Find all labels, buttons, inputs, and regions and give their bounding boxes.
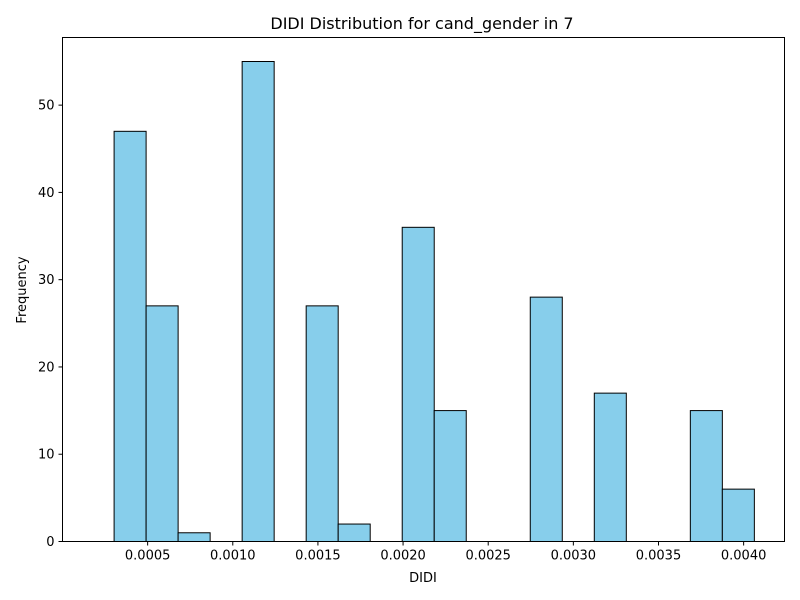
x-tick-label: 0.0015 [295, 549, 341, 564]
histogram-bar [529, 296, 563, 542]
histogram-bar [401, 226, 435, 542]
x-axis-label: DIDI [409, 571, 437, 586]
bars-group [113, 61, 755, 543]
y-axis-ticks: 0 10 20 30 40 50 [38, 99, 63, 550]
chart-title: DIDI Distribution for cand_gender in 7 [270, 14, 573, 34]
x-tick-label: 0.0010 [210, 549, 256, 564]
x-tick-label: 0.0040 [721, 549, 767, 564]
y-tick-label: 0 [46, 535, 54, 550]
histogram-bar [689, 410, 723, 542]
y-axis-label: Frequency [15, 256, 30, 323]
histogram-bar [593, 392, 627, 542]
histogram-bar [113, 130, 147, 542]
x-tick-label: 0.0025 [465, 549, 511, 564]
y-tick-label: 40 [38, 186, 55, 201]
x-tick-label: 0.0035 [636, 549, 682, 564]
histogram-bar [433, 410, 467, 542]
x-tick-label: 0.0020 [380, 549, 426, 564]
histogram-bar [145, 305, 179, 543]
x-axis-ticks: 0.0005 0.0010 0.0015 0.0020 0.0025 0.0030 0.00… [125, 541, 767, 564]
histogram-bar [241, 61, 275, 542]
x-tick-label: 0.0005 [125, 549, 171, 564]
y-tick-label: 50 [38, 99, 55, 114]
y-tick-label: 30 [38, 273, 55, 288]
histogram-bar [177, 532, 211, 542]
y-tick-label: 10 [38, 448, 55, 463]
histogram-bar [337, 523, 371, 543]
plot-frame [62, 37, 785, 542]
histogram-bar [721, 488, 755, 542]
y-tick-label: 20 [38, 360, 55, 375]
x-tick-label: 0.0030 [551, 549, 597, 564]
histogram-bar [305, 305, 339, 543]
